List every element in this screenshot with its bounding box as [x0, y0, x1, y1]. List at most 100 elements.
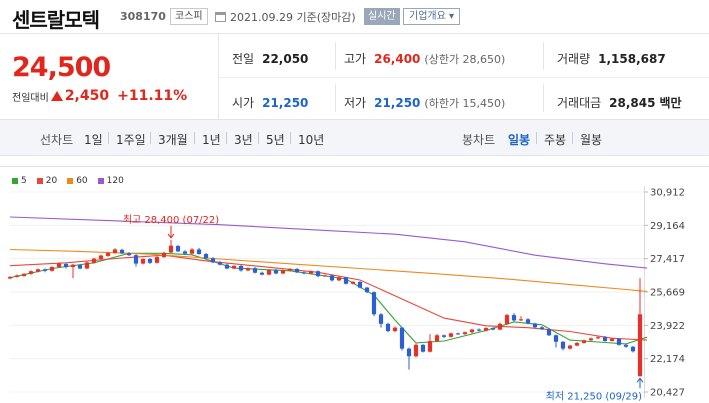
- candle-body: [21, 273, 27, 277]
- high-annotation: 최고 28,400 (07/22): [123, 214, 219, 226]
- candle-body: [266, 270, 272, 275]
- stock-chart[interactable]: 30,912 29,164 27,417 25,669 23,922 22,174 20,4…: [0, 166, 709, 403]
- calendar-icon: [215, 12, 226, 22]
- candle: [42, 268, 48, 273]
- ma-line-20: [9, 254, 648, 341]
- current-price: 24,500: [12, 52, 111, 83]
- candle-body: [56, 263, 62, 268]
- candle-body: [280, 270, 286, 274]
- candle: [406, 347, 412, 370]
- candlesticks: [7, 239, 643, 377]
- line-chart-label[interactable]: 선차트: [40, 133, 74, 147]
- candle: [315, 270, 321, 278]
- candle-body: [399, 327, 405, 349]
- period-1y[interactable]: 1년: [202, 133, 221, 147]
- candle: [147, 257, 153, 264]
- period-bar: 선차트 1일 1주일 3개월 1년 3년 5년 10년 봉차트 일봉 주봉 월봉: [0, 120, 709, 156]
- candle-body: [427, 341, 433, 352]
- low-price: 저가 21,250 (하한가 15,450): [344, 94, 505, 111]
- candle: [140, 258, 146, 265]
- legend-ma120: 120: [97, 176, 124, 186]
- candle: [266, 269, 272, 276]
- candle-daily[interactable]: 일봉: [508, 133, 531, 147]
- period-3y[interactable]: 3년: [234, 133, 253, 147]
- open-label: 시가: [232, 96, 255, 110]
- candle: [490, 327, 496, 331]
- divider: [335, 84, 336, 112]
- candle-body: [553, 335, 559, 342]
- candle-body: [252, 268, 258, 273]
- candle-weekly[interactable]: 주봉: [544, 133, 567, 147]
- candle: [623, 344, 629, 348]
- candle-monthly[interactable]: 월봉: [580, 133, 603, 147]
- candle: [525, 318, 531, 325]
- low-annotation: 최저 21,250 (09/29): [546, 390, 642, 402]
- upper-limit: (상한가 28,650): [424, 53, 506, 66]
- open-value: 21,250: [262, 96, 309, 110]
- candle: [378, 313, 384, 328]
- period-1d[interactable]: 1일: [84, 133, 103, 147]
- divider: [218, 34, 219, 120]
- candle-body: [329, 275, 335, 281]
- candle: [560, 341, 566, 351]
- high-label: 고가: [344, 52, 367, 66]
- divider: [226, 132, 227, 144]
- candle-body: [112, 249, 118, 253]
- legend-swatch: [97, 178, 104, 184]
- legend-swatch: [36, 178, 43, 184]
- period-1w[interactable]: 1주일: [116, 133, 146, 147]
- candle: [7, 276, 13, 280]
- y-tick-label: 27,417: [650, 254, 685, 265]
- candle: [364, 286, 370, 293]
- candle: [273, 268, 279, 275]
- legend-label: 60: [76, 176, 88, 186]
- candle-body: [364, 287, 370, 293]
- candle-body: [196, 249, 202, 255]
- candle: [476, 328, 482, 332]
- candle-body: [539, 327, 545, 330]
- candle: [448, 332, 454, 338]
- divider: [572, 132, 573, 144]
- candle: [217, 261, 223, 266]
- candle-body: [385, 323, 391, 332]
- candle-chart-label[interactable]: 봉차트: [462, 133, 496, 147]
- candle: [434, 334, 440, 343]
- candle-body: [91, 258, 97, 263]
- candle-body: [203, 254, 209, 259]
- candle: [322, 274, 328, 277]
- candle-body: [602, 337, 608, 342]
- candle-body: [7, 276, 13, 279]
- candle: [119, 248, 125, 255]
- candle-body: [35, 269, 41, 272]
- period-10y[interactable]: 10년: [298, 133, 325, 147]
- candle-body: [469, 329, 475, 333]
- candle: [553, 334, 559, 348]
- candle: [175, 244, 181, 253]
- realtime-button[interactable]: 실시간: [364, 8, 400, 25]
- chart-legend: 5 20 60 120: [12, 176, 124, 186]
- candle-body: [504, 315, 510, 324]
- candle-body: [70, 264, 76, 268]
- period-5y[interactable]: 5년: [266, 133, 285, 147]
- candle: [126, 252, 132, 256]
- candle: [413, 343, 419, 358]
- candle-body: [476, 329, 482, 331]
- ma-line-120: [9, 216, 648, 269]
- candle: [532, 322, 538, 329]
- candle-body: [42, 269, 48, 271]
- volume-label: 거래량: [557, 52, 591, 66]
- candle-body: [322, 275, 328, 277]
- lower-limit: (하한가 15,450): [424, 97, 506, 110]
- y-tick-label: 20,427: [650, 388, 685, 399]
- candle: [567, 344, 573, 350]
- candle: [35, 268, 41, 273]
- price-summary: 24,500 전일대비 2,450 +11.11% 전일 22,050 고가 2…: [0, 34, 709, 120]
- company-info-button[interactable]: 기업개요 ▾: [403, 8, 460, 25]
- candle-body: [546, 329, 552, 336]
- divider: [219, 77, 709, 78]
- candle-body: [140, 258, 146, 264]
- amount-unit: 백만: [659, 96, 682, 110]
- y-tick-label: 30,912: [650, 188, 685, 199]
- period-3m[interactable]: 3개월: [158, 133, 188, 147]
- divider: [536, 132, 537, 144]
